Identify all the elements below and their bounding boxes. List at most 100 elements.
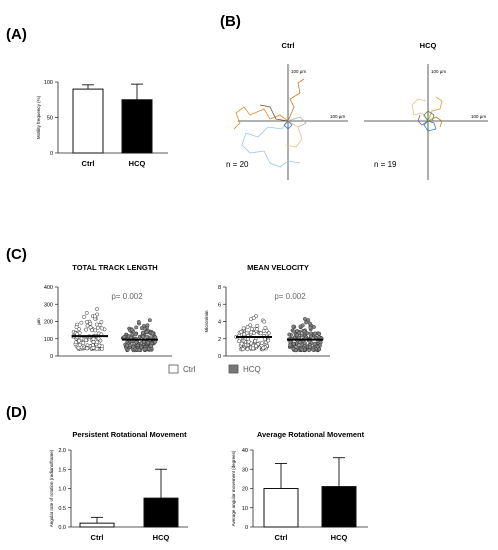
legend: Ctrl HCQ	[168, 364, 261, 374]
data-point	[255, 327, 259, 332]
motility-bar-chart: 0 50 100 Motility frequency (%) Ctrl HCQ	[36, 80, 168, 168]
data-point	[317, 331, 322, 336]
x-tick-label: Ctrl	[275, 533, 288, 542]
y-tick-label: 0.0	[58, 525, 66, 531]
bar	[79, 522, 115, 528]
data-point	[300, 323, 305, 328]
data-point	[95, 307, 99, 311]
chart-title: Average Rotational Movement	[257, 430, 365, 439]
data-point	[249, 330, 254, 335]
data-point	[153, 335, 158, 340]
data-point	[79, 320, 84, 325]
data-point	[302, 317, 307, 321]
data-point	[142, 326, 147, 331]
y-tick-label: 1.0	[58, 487, 66, 493]
data-point	[264, 328, 269, 333]
data-point	[258, 331, 263, 336]
data-point	[287, 332, 292, 337]
y-tick-label: 0	[50, 151, 53, 157]
data-point	[245, 325, 250, 329]
y-axis-label: µm	[36, 318, 41, 325]
data-point	[288, 342, 293, 347]
y-tick-label: 300	[44, 302, 53, 308]
data-point	[241, 347, 245, 352]
p-value-annotation: p= 0.002	[111, 292, 143, 301]
legend-label-hcq: HCQ	[243, 365, 261, 374]
data-point	[88, 321, 93, 326]
track-path	[241, 120, 301, 168]
bar	[143, 497, 179, 528]
track-path	[423, 110, 435, 122]
p-value-annotation: p= 0.002	[274, 292, 306, 301]
data-point	[77, 338, 82, 343]
data-point	[313, 331, 318, 336]
data-point	[149, 343, 154, 348]
y-tick-label: 100	[44, 337, 53, 343]
data-point	[134, 340, 139, 345]
data-point	[318, 340, 323, 345]
track-path	[287, 78, 305, 122]
y-axis-label: Motility frequency (%)	[36, 95, 41, 139]
x-tick-label: Ctrl	[82, 159, 95, 168]
y-tick-label: 0.5	[58, 506, 66, 512]
data-point	[246, 339, 251, 344]
data-point	[100, 326, 104, 331]
data-point	[76, 345, 81, 350]
data-point	[307, 348, 312, 353]
y-tick-label: 40	[242, 448, 248, 454]
track-path	[285, 120, 303, 148]
data-point	[308, 331, 313, 336]
data-point	[291, 341, 296, 346]
chart-title: MEAN VELOCITY	[247, 263, 309, 272]
x-tick-label: HCQ	[331, 533, 348, 542]
track-title-ctrl: Ctrl	[282, 41, 295, 50]
y-tick-label: 100	[44, 80, 53, 86]
bar	[121, 99, 153, 154]
data-point	[239, 341, 244, 346]
data-point	[292, 329, 296, 334]
track-path	[423, 120, 437, 132]
data-point	[241, 326, 246, 331]
y-tick-label: 8	[218, 285, 221, 291]
y-axis-label: Average angular movement (degrees)	[231, 450, 236, 526]
y-tick-label: 2	[218, 337, 221, 343]
data-point	[306, 318, 311, 323]
data-point	[83, 338, 88, 343]
data-point	[237, 339, 242, 344]
bar	[263, 488, 299, 528]
data-point	[308, 325, 313, 330]
y-tick-label: 0	[245, 525, 248, 531]
scale-label-x: 100 µm	[330, 114, 345, 119]
data-point	[142, 347, 147, 352]
data-point	[84, 327, 88, 332]
data-point	[144, 330, 149, 335]
y-tick-label: 50	[47, 116, 53, 122]
data-point	[74, 325, 79, 330]
x-tick-label: Ctrl	[91, 533, 104, 542]
y-axis-label: Angular rate of rotation (radians/frame)	[49, 449, 54, 527]
data-point	[291, 324, 296, 329]
data-point	[92, 314, 97, 319]
data-point	[298, 340, 303, 345]
chart-title: Persistent Rotational Movement	[72, 430, 187, 439]
n-label-hcq: n = 19	[374, 160, 397, 169]
mean-velocity-scatter: MEAN VELOCITY 0 2 4 6 8 Micron/min p= 0.002	[204, 263, 330, 360]
data-point	[302, 329, 307, 334]
data-point	[85, 323, 90, 328]
scale-label-y: 100 µm	[431, 69, 446, 74]
data-point	[96, 336, 101, 341]
y-tick-label: 6	[218, 302, 221, 308]
average-rotation-bar-chart: Average Rotational Movement 0 10 20 30 40 Aver…	[231, 430, 368, 542]
track-path	[283, 120, 293, 130]
track-plot-hcq: HCQ 100 µm 100 µm n = 19	[364, 41, 488, 180]
panel-label-b: (B)	[220, 13, 241, 30]
track-path	[427, 116, 443, 128]
data-point	[294, 333, 299, 338]
data-point	[245, 347, 250, 352]
data-point	[81, 341, 86, 346]
data-point	[84, 310, 89, 315]
y-tick-label: 2.0	[58, 448, 66, 454]
data-point	[85, 346, 89, 351]
y-tick-label: 400	[44, 285, 53, 291]
